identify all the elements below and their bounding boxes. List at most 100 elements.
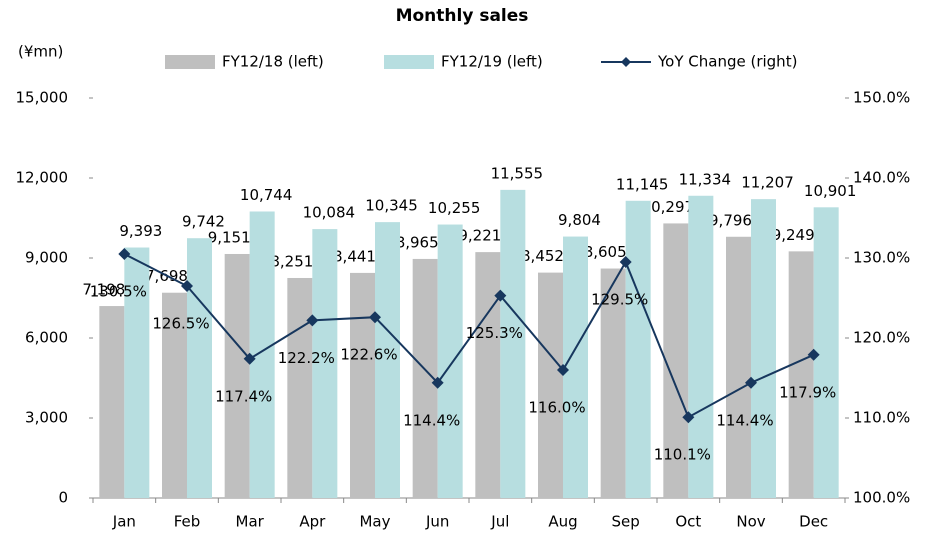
bar-value-label: 8,251 xyxy=(270,252,313,270)
line-marker xyxy=(494,289,507,302)
bar-value-label: 11,207 xyxy=(741,174,794,192)
bar-value-label: 8,441 xyxy=(333,247,376,265)
x-tick-label: Mar xyxy=(236,513,265,531)
y2-tick-label: 100.0% xyxy=(853,489,910,507)
bar xyxy=(350,272,375,498)
bar xyxy=(437,224,463,499)
y-tick-label: 15,000 xyxy=(16,89,69,107)
y-tick-label: 0 xyxy=(58,489,68,507)
bar-value-label: 11,145 xyxy=(616,175,669,193)
x-tick-label: Aug xyxy=(548,513,577,531)
y2-tick-label: 110.0% xyxy=(853,409,910,427)
line-value-label: 122.6% xyxy=(340,346,397,364)
legend-label: FY12/18 (left) xyxy=(222,53,324,71)
bar xyxy=(162,292,187,498)
y-tick-label: 6,000 xyxy=(25,329,68,347)
line-marker xyxy=(682,411,695,424)
bar xyxy=(187,238,212,499)
legend-swatch xyxy=(621,57,631,67)
bar xyxy=(788,251,814,498)
bar xyxy=(600,268,626,498)
line-marker xyxy=(118,248,131,260)
line-marker xyxy=(306,314,319,327)
bar-value-label: 10,297 xyxy=(642,198,695,216)
line-value-label: 130.5% xyxy=(90,283,147,301)
bar xyxy=(99,306,125,498)
x-tick-label: Jan xyxy=(112,513,136,531)
line-marker xyxy=(745,376,757,389)
y-tick-label: 9,000 xyxy=(25,249,68,267)
bar xyxy=(375,222,400,498)
bar-value-label: 8,605 xyxy=(584,243,627,261)
line-marker xyxy=(181,280,193,292)
bar-value-label: 9,221 xyxy=(458,227,501,245)
bar xyxy=(625,200,651,499)
bar-value-label: 10,345 xyxy=(365,197,418,215)
bar-value-label: 8,965 xyxy=(396,233,439,251)
bar-value-label: 9,804 xyxy=(558,211,601,229)
bar xyxy=(124,247,150,498)
bar xyxy=(287,277,313,498)
line-value-label: 129.5% xyxy=(591,291,648,309)
x-tick-label: Sep xyxy=(612,513,640,531)
line-value-label: 116.0% xyxy=(528,399,585,417)
line-marker xyxy=(807,348,820,361)
bar xyxy=(312,229,338,499)
bar xyxy=(475,252,501,498)
bar-value-label: 10,255 xyxy=(428,199,481,217)
bar-value-label: 11,555 xyxy=(491,164,544,182)
line xyxy=(123,253,815,419)
bar-value-label: 8,452 xyxy=(521,247,564,265)
bar-value-label: 7,198 xyxy=(82,281,125,299)
x-tick-label: Feb xyxy=(174,513,201,531)
bar-value-label: 10,084 xyxy=(303,204,356,222)
legend-label: YoY Change (right) xyxy=(657,53,797,71)
x-tick-label: Jul xyxy=(490,513,509,531)
x-tick-label: Oct xyxy=(675,513,701,531)
line-marker xyxy=(243,352,256,365)
line-value-label: 126.5% xyxy=(152,315,209,333)
x-tick-label: Apr xyxy=(299,513,326,531)
y-tick-label: 12,000 xyxy=(16,169,69,187)
x-tick-label: Jun xyxy=(425,513,449,531)
line-value-label: 122.2% xyxy=(278,349,335,367)
legend-swatch xyxy=(165,55,215,69)
line-marker xyxy=(557,364,569,376)
line-value-label: 110.1% xyxy=(654,446,711,464)
y-tick-label: 3,000 xyxy=(25,409,68,427)
bar-value-label: 9,151 xyxy=(208,228,251,246)
x-tick-label: Dec xyxy=(799,513,828,531)
line-value-label: 114.4% xyxy=(403,411,460,429)
line-value-label: 117.4% xyxy=(215,387,272,405)
bar-value-label: 10,901 xyxy=(804,182,857,200)
x-tick-label: Nov xyxy=(736,513,765,531)
y2-tick-label: 120.0% xyxy=(853,329,910,347)
y-axis-label: (¥mn) xyxy=(18,43,63,61)
line-value-label: 125.3% xyxy=(466,324,523,342)
bar-value-label: 9,796 xyxy=(709,211,752,229)
y2-tick-label: 130.0% xyxy=(853,249,910,267)
bar-value-label: 11,334 xyxy=(679,170,732,188)
bar-value-label: 10,744 xyxy=(240,186,293,204)
line-value-label: 114.4% xyxy=(716,411,773,429)
bar xyxy=(538,272,563,498)
bar-value-label: 9,393 xyxy=(119,222,162,240)
bar xyxy=(751,199,776,498)
y2-tick-label: 140.0% xyxy=(853,169,910,187)
x-tick-label: May xyxy=(359,513,390,531)
line-marker xyxy=(619,256,632,268)
bar xyxy=(563,236,588,498)
chart-title: Monthly sales xyxy=(396,6,529,26)
y2-tick-label: 150.0% xyxy=(853,89,910,107)
legend-label: FY12/19 (left) xyxy=(441,53,543,71)
line-marker xyxy=(369,311,381,324)
bar xyxy=(224,253,250,498)
bar xyxy=(688,195,714,498)
line-value-label: 117.9% xyxy=(779,383,836,401)
bar xyxy=(500,189,526,498)
legend-swatch xyxy=(384,55,434,69)
bar xyxy=(663,223,689,498)
bar xyxy=(813,207,839,498)
bar-value-label: 9,742 xyxy=(182,213,225,231)
